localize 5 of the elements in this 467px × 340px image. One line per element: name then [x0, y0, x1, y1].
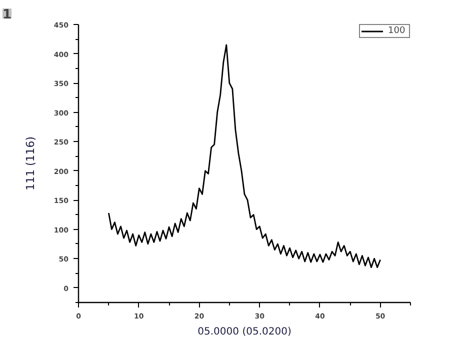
line-series: [108, 44, 382, 268]
legend-label: 100: [388, 26, 406, 36]
y-axis-title: 111 (116): [24, 136, 37, 191]
x-axis-title: 05.0000 (05.0200): [198, 326, 292, 338]
text: 1: [2, 8, 12, 22]
